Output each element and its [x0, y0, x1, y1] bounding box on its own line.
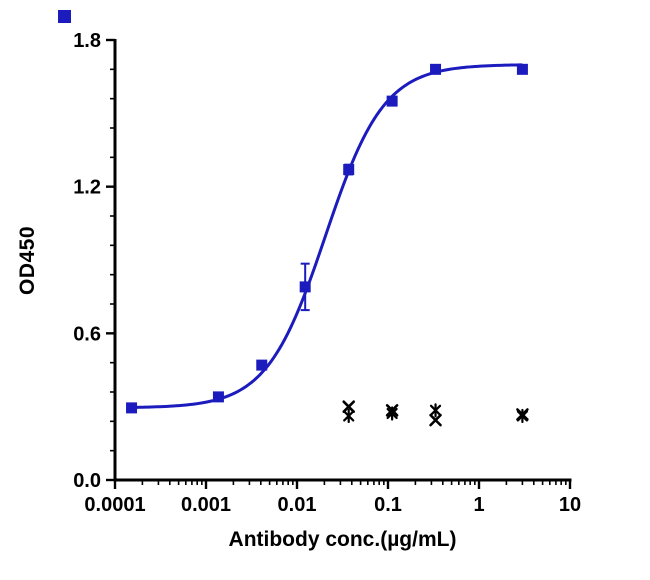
square-marker-icon [299, 281, 311, 293]
series-control-asterisk [343, 403, 529, 424]
asterisk-marker-icon [386, 406, 398, 421]
series-antibody-binding [126, 63, 528, 414]
fit-curve [131, 63, 523, 409]
x-tick-label: 0.0001 [84, 494, 145, 516]
x-tick-label: 1 [473, 494, 484, 516]
legend-square-marker-icon [58, 10, 71, 23]
y-tick-label: 0.6 [73, 323, 101, 345]
square-marker-icon [126, 402, 138, 414]
x-marker-icon [429, 413, 442, 427]
x-ticks: 0.0001 0.001 0.01 0.1 1 10 [84, 480, 581, 516]
square-marker-icon [430, 63, 442, 75]
square-marker-icon [256, 359, 268, 371]
square-marker-icon [386, 95, 398, 107]
y-tick-label: 1.8 [73, 30, 101, 52]
asterisk-marker-icon [343, 408, 355, 424]
x-tick-label: 0.001 [181, 494, 231, 516]
x-tick-label: 0.1 [374, 494, 402, 516]
x-marker-icon [342, 400, 356, 413]
y-ticks: 0.0 0.6 1.2 1.8 [73, 30, 115, 492]
square-marker-icon [212, 391, 224, 403]
asterisk-marker-icon [429, 403, 442, 418]
axes [113, 39, 572, 482]
asterisk-marker-icon [516, 408, 529, 424]
y-tick-label: 0.0 [73, 470, 101, 492]
x-tick-label: 10 [559, 494, 581, 516]
x-axis-label: Antibody conc.(µg/mL) [228, 528, 457, 551]
x-tick-label: 0.01 [278, 494, 317, 516]
square-marker-icon [343, 164, 355, 176]
y-tick-label: 1.2 [73, 177, 101, 199]
square-marker-icon [516, 63, 528, 75]
